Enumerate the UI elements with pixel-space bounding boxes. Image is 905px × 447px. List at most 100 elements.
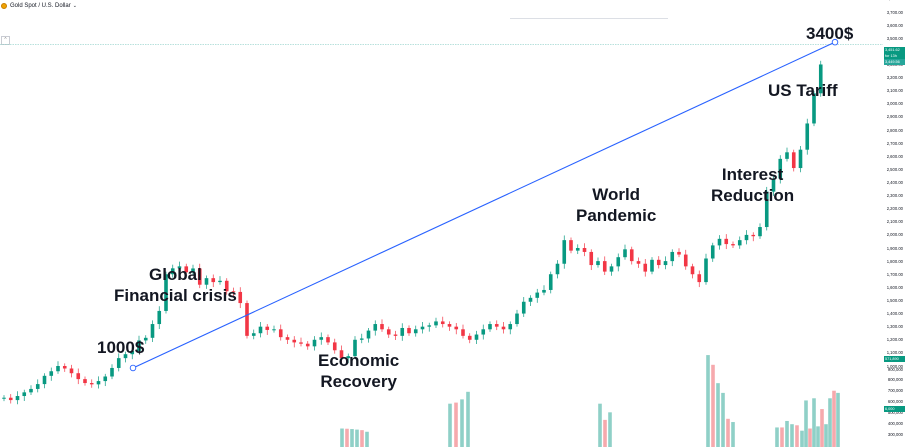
dropdown-chevron-icon[interactable]: ⌄	[72, 3, 77, 9]
candle	[393, 334, 398, 336]
volume-bar	[726, 418, 730, 447]
volume-bar	[790, 424, 794, 447]
candle	[521, 301, 526, 314]
candle	[717, 238, 722, 246]
volume-bar	[731, 422, 735, 447]
candle	[548, 274, 553, 290]
candle	[690, 266, 695, 275]
volume-bar	[820, 409, 824, 447]
candle	[420, 326, 425, 330]
candle	[332, 342, 337, 351]
candle	[177, 266, 182, 269]
price-tick-label: 3,000.00	[886, 101, 903, 107]
candle	[764, 191, 769, 228]
candle	[751, 234, 756, 237]
candle	[218, 280, 222, 283]
price-tick-label: 2,400.00	[886, 179, 903, 185]
candle	[494, 324, 499, 327]
candle	[623, 249, 627, 258]
candle	[400, 327, 405, 336]
annotation-recovery: Economic Recovery	[318, 350, 399, 392]
candle	[110, 367, 114, 377]
price-tick-label: 3,500.00	[886, 35, 903, 41]
candle	[636, 261, 641, 264]
candle	[589, 251, 594, 266]
volume-tick-label: 300,000	[887, 431, 903, 437]
price-tick-label: 1,600.00	[886, 284, 903, 290]
candle	[582, 248, 587, 252]
candle	[555, 263, 560, 275]
candle	[123, 354, 128, 359]
candle	[346, 356, 351, 359]
volume-bar	[812, 398, 816, 447]
annotation-gfc-line1: Global	[148, 265, 202, 284]
candle	[616, 257, 621, 267]
trendline[interactable]	[132, 41, 836, 369]
price-tick-label: 2,700.00	[886, 140, 903, 146]
candle	[238, 291, 243, 304]
candle	[704, 258, 708, 283]
annotation-pandemic: World Pandemic	[576, 184, 656, 226]
volume-bar	[706, 355, 710, 447]
candle	[258, 326, 263, 334]
candle	[481, 329, 486, 335]
price-tag: for 13h	[884, 53, 905, 59]
candle	[130, 350, 135, 355]
price-tick-label: 2,100.00	[886, 219, 903, 225]
volume-tick-label: 700,000	[887, 388, 903, 394]
candle	[380, 324, 384, 330]
candle	[204, 278, 209, 285]
price-scale[interactable]: 3,800.003,700.003,600.003,500.003,400.00…	[883, 0, 905, 447]
volume-bar	[824, 424, 828, 447]
price-tick-label: 3,100.00	[886, 88, 903, 94]
candle	[508, 324, 513, 330]
candle	[211, 278, 216, 283]
candle	[69, 368, 74, 374]
candle	[197, 268, 202, 285]
annotation-recovery-line1: Economic	[318, 351, 400, 370]
candle	[292, 339, 297, 343]
candle	[542, 289, 546, 293]
candle	[373, 324, 378, 331]
volume-bar	[828, 398, 832, 447]
candle	[272, 329, 276, 331]
candle	[366, 330, 371, 339]
candle	[319, 337, 324, 340]
candle	[818, 64, 823, 94]
candle	[150, 324, 155, 338]
trendline-end-handle[interactable]	[831, 38, 839, 46]
price-tick-label: 1,900.00	[886, 245, 903, 251]
candle	[359, 338, 364, 340]
candle	[427, 325, 432, 327]
volume-tick-label: 500,000	[887, 410, 903, 416]
candle	[49, 371, 54, 376]
volume-bar	[808, 428, 812, 447]
volume-bar	[466, 391, 470, 447]
candle	[96, 381, 101, 385]
candle	[710, 245, 715, 259]
candle	[8, 397, 13, 401]
volume-bar	[365, 431, 369, 447]
candle	[407, 327, 411, 334]
price-tick-label: 1,700.00	[886, 271, 903, 277]
candle	[231, 291, 236, 293]
candle	[103, 376, 108, 382]
volume-bar	[800, 430, 804, 447]
candle	[447, 324, 452, 327]
symbol-title: Gold Spot / U.S. Dollar	[10, 3, 71, 9]
volume-bar	[832, 390, 836, 447]
price-tick-label: 1,000.00	[886, 363, 903, 369]
candle	[434, 321, 438, 326]
candle	[643, 263, 648, 272]
volume-bar	[345, 428, 349, 447]
trendline-start-handle[interactable]	[129, 364, 137, 372]
candle	[602, 261, 607, 272]
annotation-rates: Interest Reduction	[711, 164, 794, 206]
volume-bar	[355, 429, 359, 447]
candle	[143, 337, 148, 341]
price-tick-label: 3,600.00	[886, 22, 903, 28]
price-tick-label: 2,900.00	[886, 114, 903, 120]
annotation-recovery-line2: Recovery	[320, 372, 397, 391]
annotation-tariff: US Tariff	[768, 81, 838, 100]
